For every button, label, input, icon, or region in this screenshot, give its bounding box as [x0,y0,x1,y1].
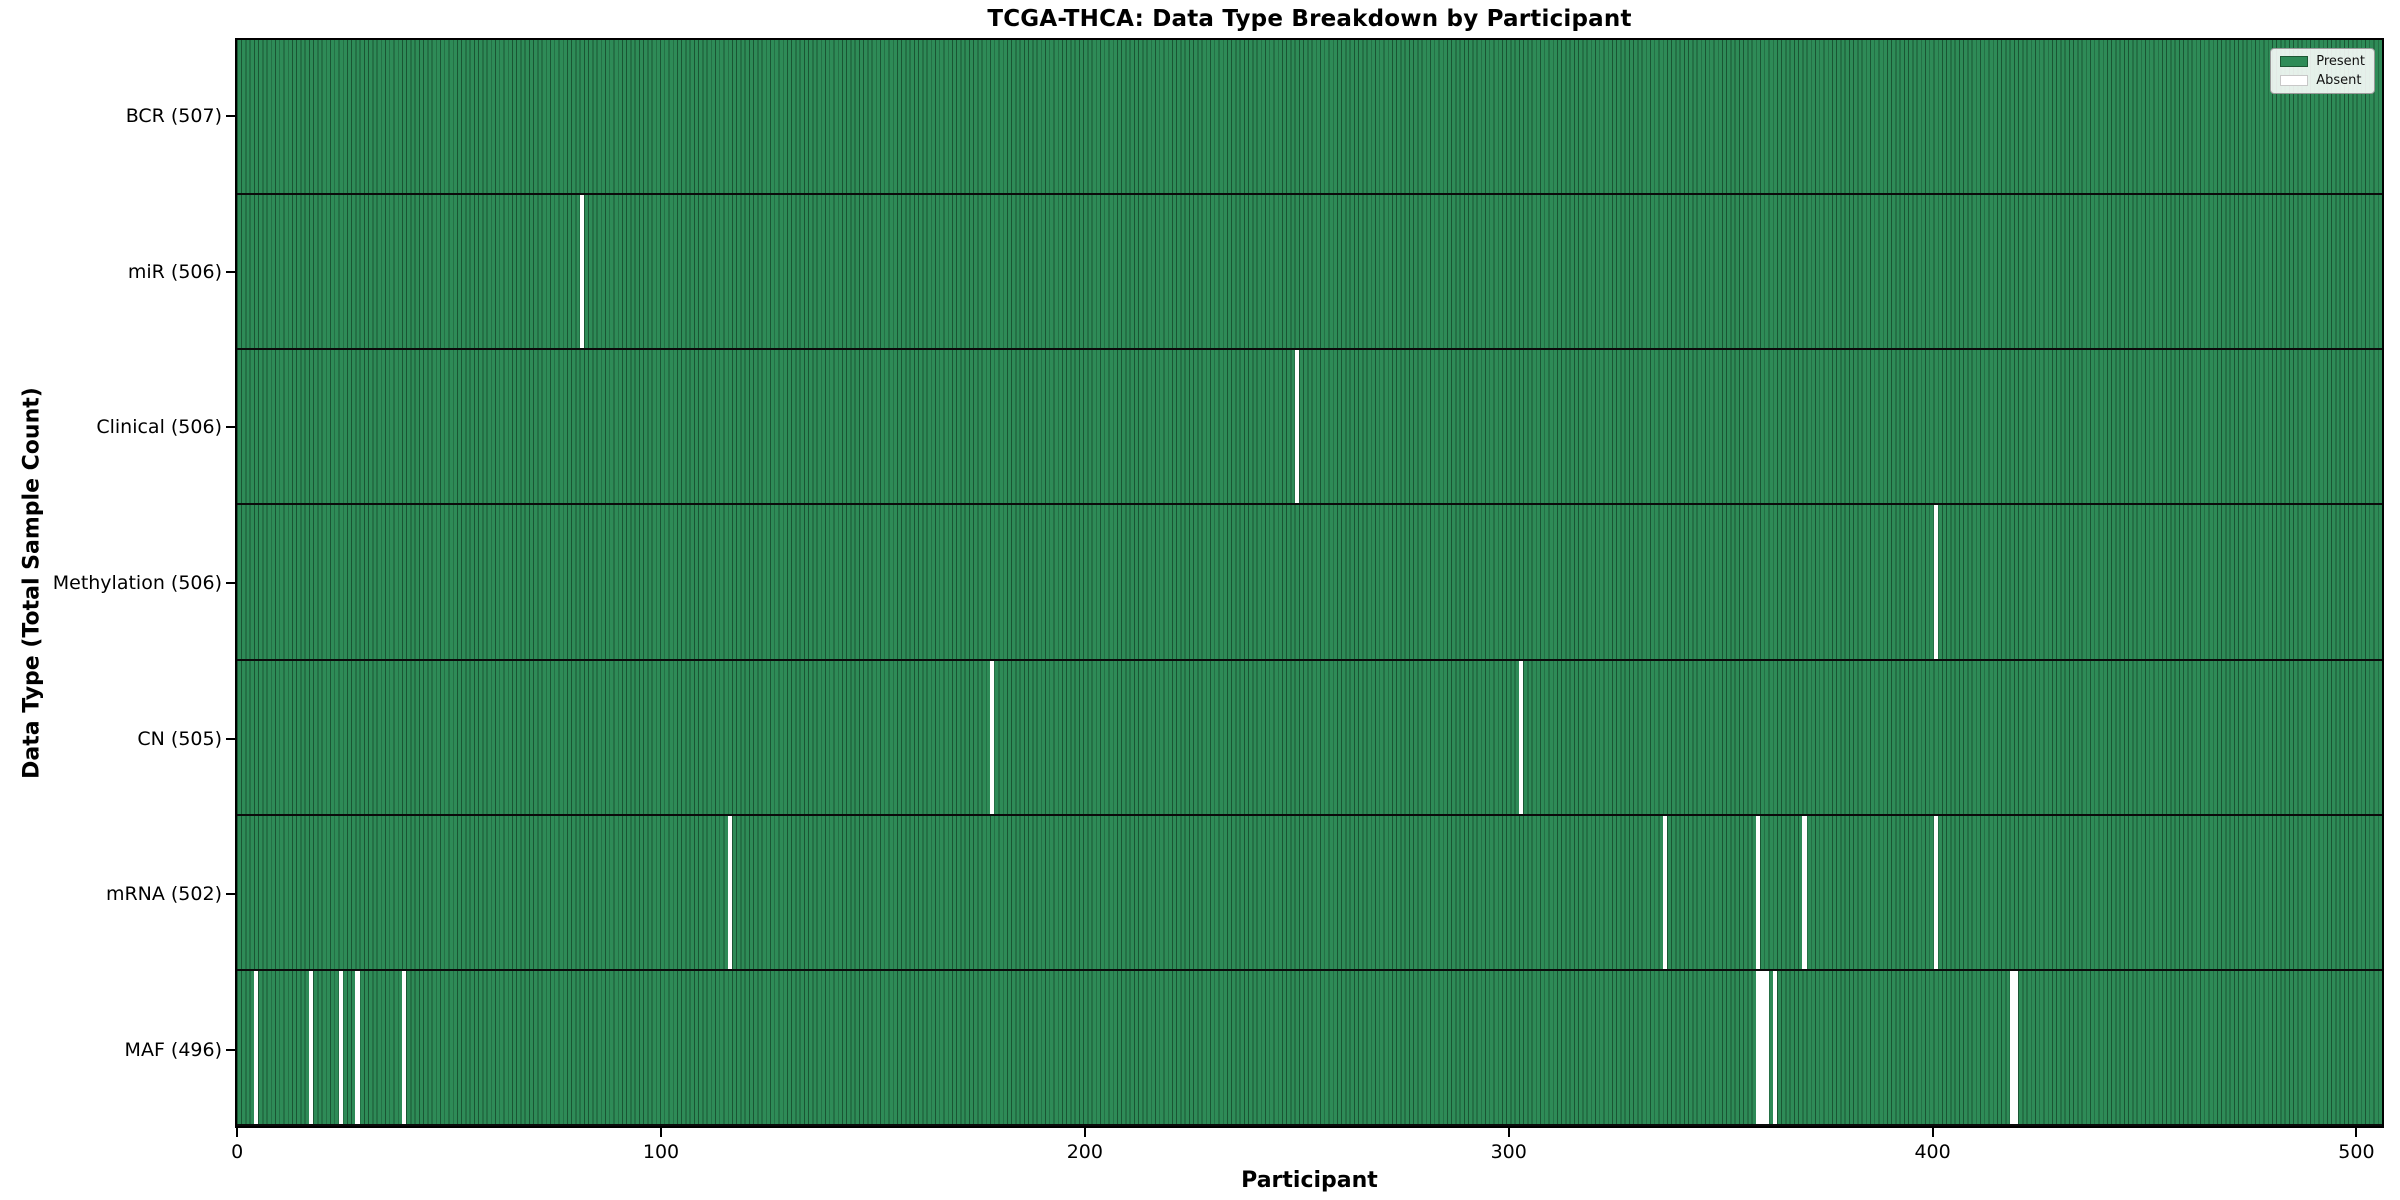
y-tick-label-mrna: mRNA (502) [105,883,222,906]
y-tick-mark [226,270,235,273]
absent-bar [402,970,407,1124]
x-tick-label: 100 [642,1141,680,1163]
absent-bar [1755,970,1761,1124]
x-tick-mark [236,1128,239,1137]
x-tick-mark [1931,1128,1934,1137]
x-tick-marks: 0 100 200 300 400 500 [231,1128,2384,1172]
y-tick-label-methylation: Methylation (506) [52,572,222,594]
y-tick-labels: BCR (507) miR (506) Clinical (506) Methylat… [0,38,222,1128]
y-tick-mark [226,1049,235,1052]
x-tick-label: 300 [1490,1141,1527,1163]
x-tick-mark [1507,1128,1510,1137]
present-swatch-icon [2280,56,2309,67]
y-tick-mark [226,737,235,740]
absent-bar [355,970,360,1124]
absent-bar [1294,350,1299,504]
absent-bar [1755,815,1761,969]
y-tick-marks [226,38,235,1128]
x-tick-mark [2355,1128,2358,1137]
row-cn [237,660,2382,816]
y-tick-label-bcr: BCR (507) [125,104,222,127]
y-tick-label-mir: miR (506) [127,260,222,283]
row-maf [237,970,2382,1126]
absent-bar [1518,660,1524,814]
legend-entry-absent: Absent [2280,74,2365,87]
y-tick-mark [226,893,235,896]
x-axis-label: Participant [1241,1168,1378,1193]
legend-label: Absent [2316,73,2362,88]
absent-bar [1772,970,1777,1124]
row-clinical [237,350,2382,506]
absent-bar [338,970,343,1124]
y-tick-label-maf: MAF (496) [124,1039,222,1062]
absent-bar [308,970,314,1124]
y-tick-mark [226,426,235,429]
y-tick-mark [226,114,235,117]
absent-bar [727,815,732,969]
legend-label: Present [2316,54,2365,69]
absent-bar [1662,815,1667,969]
x-tick-label: 500 [2338,1141,2375,1163]
absent-bar [579,195,584,349]
absent-bar [1933,505,1938,659]
absent-swatch-icon [2280,75,2309,86]
y-tick-label-cn: CN (505) [137,727,222,750]
absent-bar [1760,970,1765,1124]
row-bcr [237,40,2382,196]
absent-bar [990,660,995,814]
row-methylation [237,505,2382,661]
absent-bar [1764,970,1769,1124]
chart-title: TCGA-THCA: Data Type Breakdown by Partic… [987,6,1632,32]
x-tick-label: 200 [1066,1141,1103,1163]
absent-bar [253,970,259,1124]
legend-entry-present: Present [2280,55,2365,68]
x-tick-mark [659,1128,662,1137]
y-tick-mark [226,582,235,584]
row-mir [237,195,2382,351]
absent-bar [2013,970,2019,1124]
x-tick-label: 0 [231,1141,244,1163]
absent-bar [2009,970,2014,1124]
plot-area: Present Absent [235,38,2384,1128]
row-mrna [237,815,2382,971]
y-tick-label-clinical: Clinical (506) [96,416,222,439]
absent-bar [1933,815,1938,969]
x-tick-label: 400 [1914,1141,1951,1163]
absent-bar [1802,815,1807,969]
legend: Present Absent [2270,48,2375,94]
x-tick-mark [1083,1128,1086,1137]
